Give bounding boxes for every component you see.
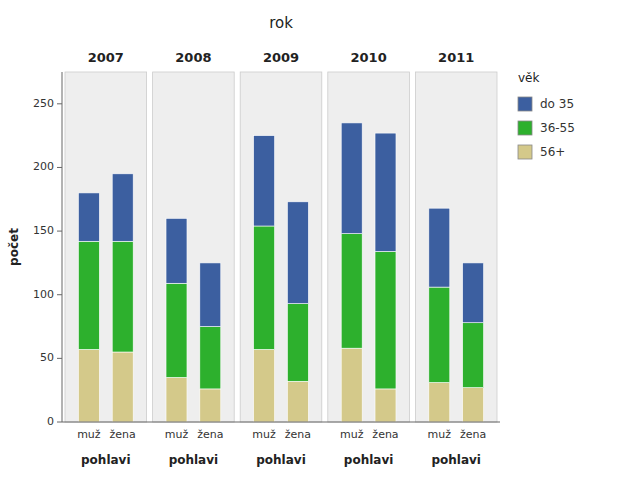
y-tick	[57, 422, 62, 423]
bar-segment	[166, 283, 187, 377]
bar-segment	[200, 327, 221, 389]
x-tick-label: muž	[165, 428, 189, 441]
y-tick-label: 200	[33, 160, 54, 173]
x-axis-label: pohlavi	[169, 453, 219, 467]
bar-segment	[429, 287, 450, 382]
bar-segment	[287, 304, 308, 382]
bar-segment	[341, 123, 362, 234]
y-tick-label: 0	[47, 415, 54, 428]
x-tick-label: žena	[460, 428, 486, 441]
legend-swatch	[518, 121, 532, 135]
x-tick-label: žena	[372, 428, 398, 441]
y-axis-line	[62, 72, 63, 422]
bar-segment	[254, 136, 275, 226]
bar-segment	[375, 389, 396, 422]
bar-segment	[112, 241, 133, 352]
x-tick-label: muž	[252, 428, 276, 441]
group-label: 2010	[351, 50, 387, 65]
x-tick-label: muž	[428, 428, 452, 441]
x-tick-label: žena	[110, 428, 136, 441]
bars	[78, 123, 483, 422]
y-tick	[57, 103, 62, 104]
x-tick-label: žena	[197, 428, 223, 441]
legend: věkdo 35 36-55 56+	[518, 71, 575, 159]
group-panel	[328, 72, 410, 422]
bar-segment	[375, 133, 396, 251]
x-axis-line	[62, 422, 500, 423]
bar-segment	[254, 226, 275, 349]
bar-segment	[112, 352, 133, 422]
y-tick-label: 150	[33, 224, 54, 237]
bar-segment	[166, 377, 187, 422]
group-label: 2011	[438, 50, 474, 65]
y-axis-label: počet	[7, 228, 21, 266]
bar-segment	[200, 263, 221, 327]
legend-title: věk	[518, 71, 539, 85]
panels	[65, 72, 497, 422]
bar-segment	[78, 241, 99, 349]
bar-segment	[254, 349, 275, 422]
legend-swatch	[518, 97, 532, 111]
axes: 050100150200250mužženamužženamužženamužž…	[33, 72, 500, 441]
group-panel	[65, 72, 147, 422]
group-panel	[415, 72, 497, 422]
bar-segment	[287, 202, 308, 304]
bar-segment	[341, 348, 362, 422]
x-tick-label: muž	[340, 428, 364, 441]
group-label: 2008	[175, 50, 211, 65]
y-tick	[57, 294, 62, 295]
x-tick-label: muž	[77, 428, 101, 441]
y-tick-label: 250	[33, 97, 54, 110]
legend-entry: 36-55	[540, 121, 575, 135]
y-tick	[57, 358, 62, 359]
chart: 050100150200250mužženamužženamužženamužž…	[0, 0, 625, 500]
bar-segment	[287, 381, 308, 422]
bar-segment	[78, 193, 99, 241]
y-tick-label: 50	[40, 351, 54, 364]
x-axis-label: pohlavi	[431, 453, 481, 467]
bar-segment	[78, 349, 99, 422]
bar-segment	[463, 263, 484, 323]
group-label: 2009	[263, 50, 299, 65]
y-tick	[57, 231, 62, 232]
bar-segment	[429, 383, 450, 422]
x-tick-label: žena	[285, 428, 311, 441]
group-panel	[153, 72, 235, 422]
x-axis-label: pohlavi	[81, 453, 131, 467]
x-axis-label: pohlavi	[256, 453, 306, 467]
legend-swatch	[518, 145, 532, 159]
bar-segment	[112, 174, 133, 241]
legend-entry: 56+	[540, 145, 565, 159]
bar-segment	[429, 208, 450, 287]
bar-segment	[166, 218, 187, 283]
x-axis-label: pohlavi	[344, 453, 394, 467]
legend-entry: do 35	[540, 97, 574, 111]
bar-segment	[341, 234, 362, 349]
bar-segment	[463, 388, 484, 422]
group-label: 2007	[88, 50, 124, 65]
bar-segment	[463, 323, 484, 388]
y-tick	[57, 167, 62, 168]
group-panel	[240, 72, 322, 422]
title: rok	[269, 14, 293, 32]
bar-segment	[200, 389, 221, 422]
bar-segment	[375, 251, 396, 388]
y-tick-label: 100	[33, 288, 54, 301]
